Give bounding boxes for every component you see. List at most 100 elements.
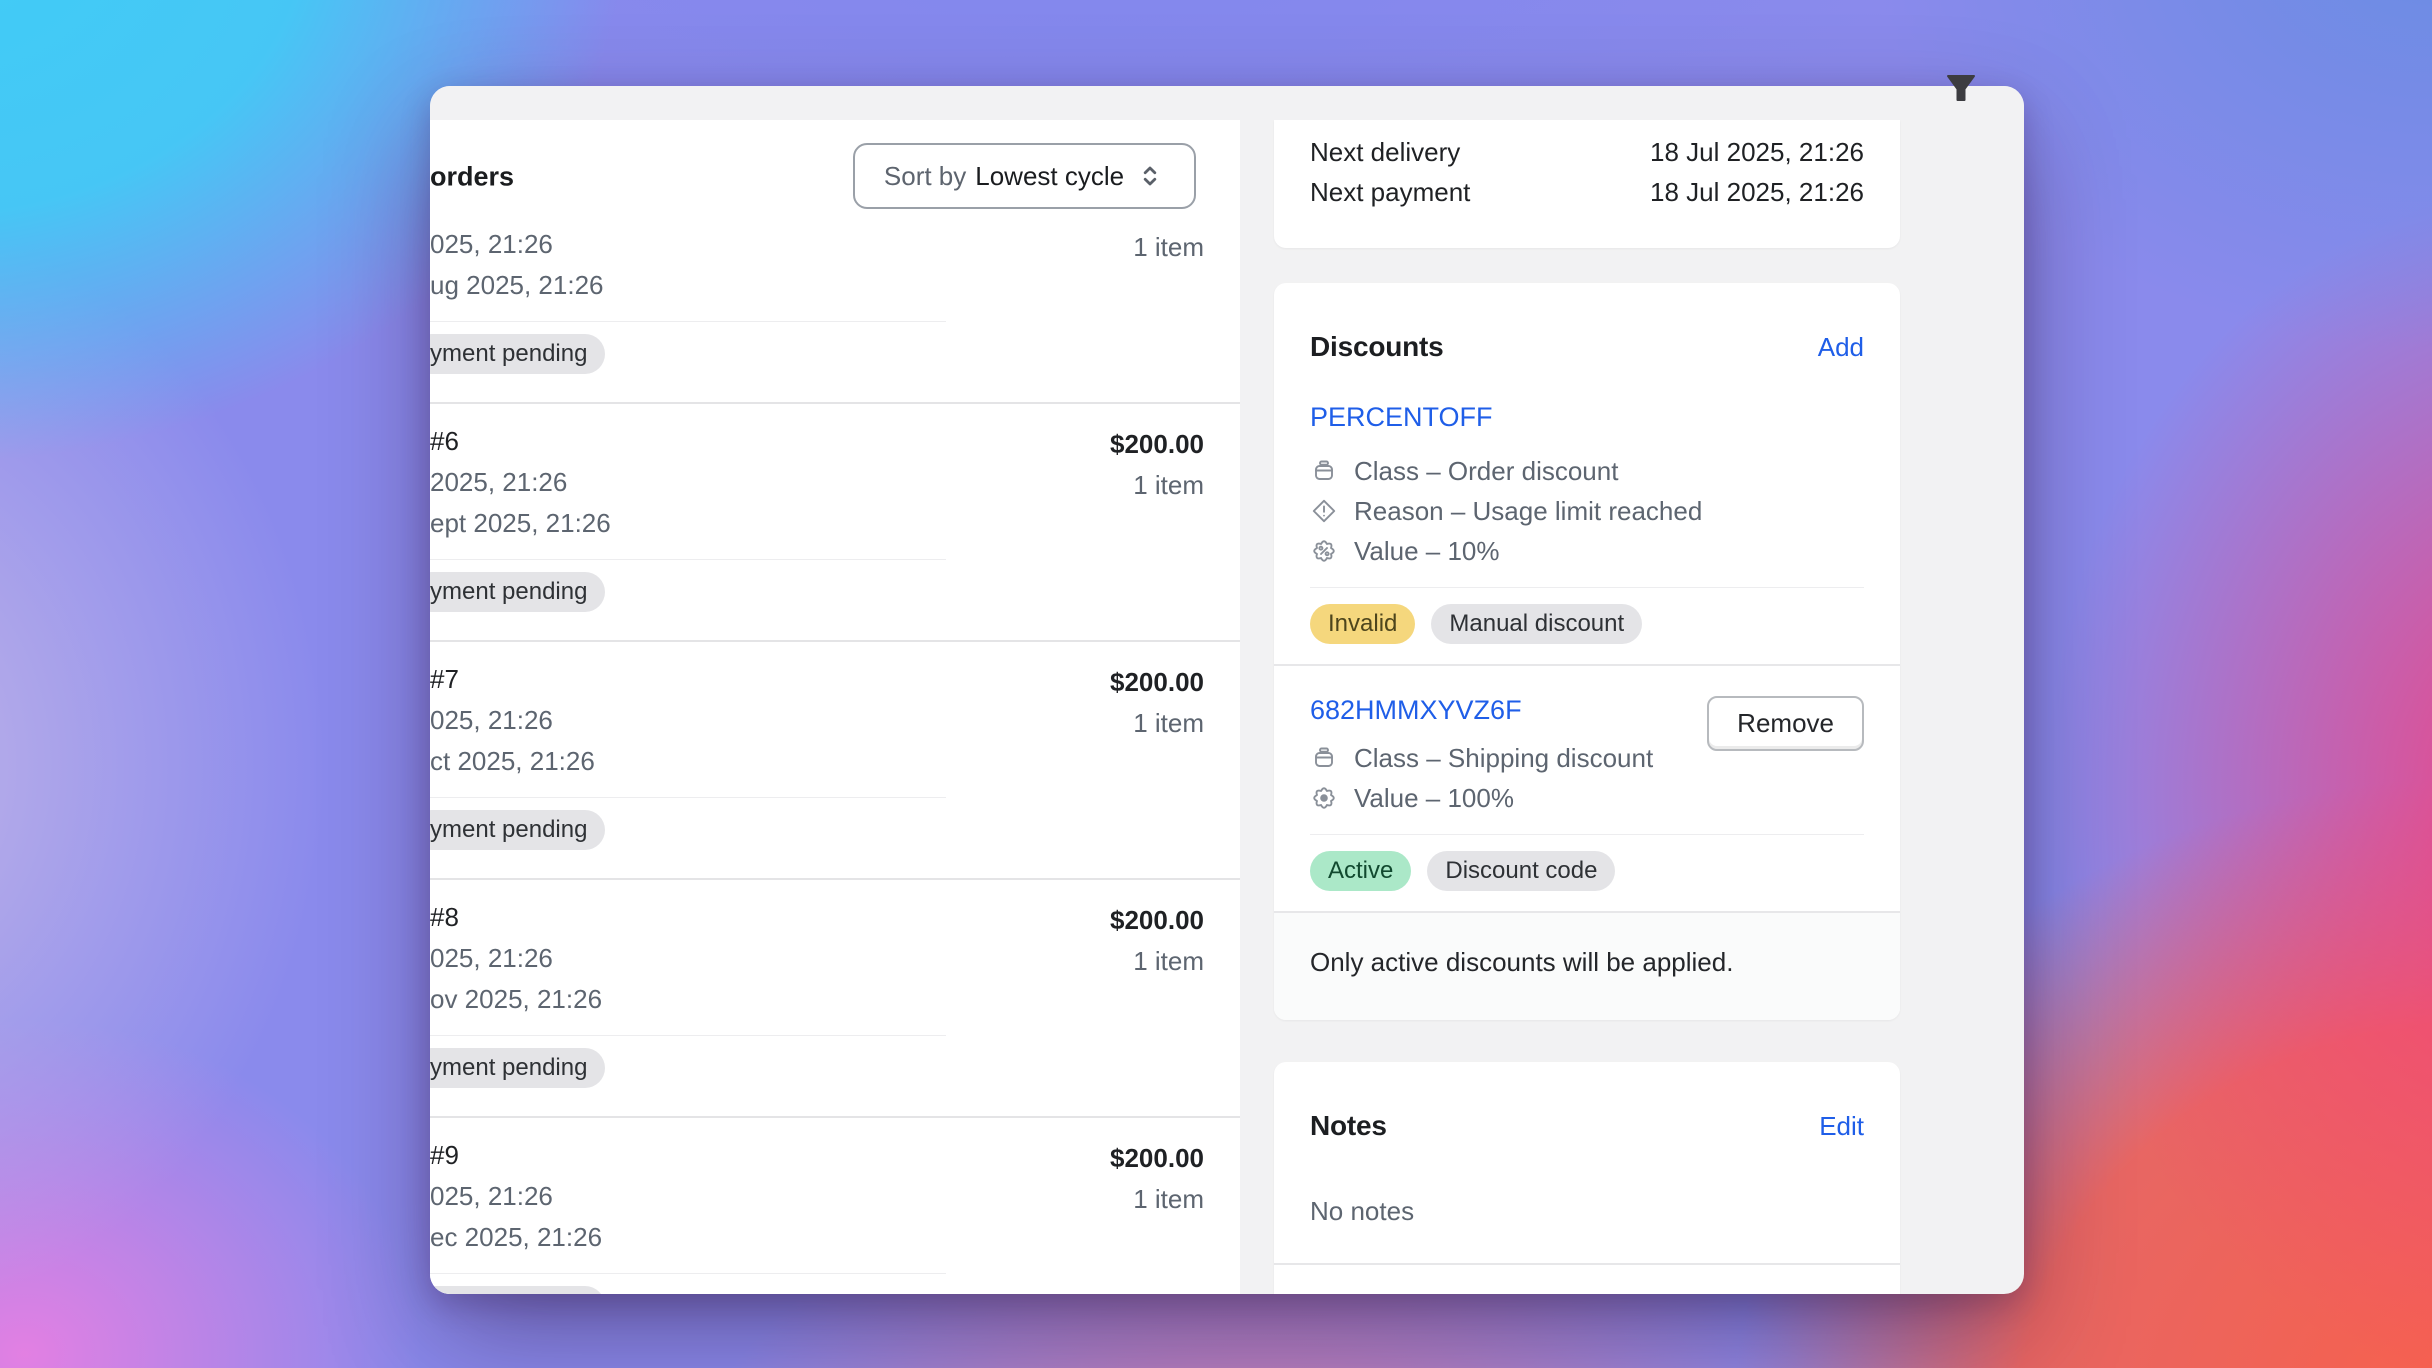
orders-panel-header: orders Sort by Lowest cycle [430, 120, 1240, 225]
payment-status-badge: yment pending [430, 810, 606, 850]
order-number: #6 [430, 426, 459, 456]
status-badge: Active [1310, 851, 1412, 891]
order-row-divider [430, 1273, 946, 1274]
order-row[interactable]: #6 2025, 21:26 ept 2025, 21:26 $200.00 1… [430, 404, 1240, 642]
discount-badges: Invalid Manual discount [1310, 604, 1864, 644]
order-amount: $200.00 [1110, 1143, 1204, 1173]
order-row[interactable]: #7 025, 21:26 ct 2025, 21:26 $200.00 1 i… [430, 642, 1240, 880]
discount-detail-text: Class – Order discount [1354, 455, 1619, 486]
order-amount: $200.00 [1110, 429, 1204, 459]
order-item-count: 1 item [1133, 1184, 1204, 1214]
discounts-footer: Only active discounts will be applied. [1274, 911, 1900, 1020]
order-date-2: ug 2025, 21:26 [430, 270, 604, 300]
order-row-divider [430, 559, 946, 560]
order-date-1: 025, 21:26 [430, 1181, 553, 1211]
order-row[interactable]: 025, 21:26 ug 2025, 21:26 1 item yment p… [430, 225, 1240, 404]
payment-status-badge: yment pending [430, 572, 606, 612]
order-item-count: 1 item [1133, 708, 1204, 738]
add-discount-link[interactable]: Add [1817, 331, 1864, 362]
edit-notes-link[interactable]: Edit [1819, 1110, 1864, 1141]
order-row[interactable]: #9 025, 21:26 ec 2025, 21:26 $200.00 1 i… [430, 1118, 1240, 1294]
schedule-value: 18 Jul 2025, 21:26 [1650, 136, 1864, 167]
notes-title: Notes [1310, 1110, 1387, 1141]
orders-panel-title: orders [430, 161, 515, 192]
payment-status-badge: yment pending [430, 1048, 606, 1088]
discount-detail-row: Class – Shipping discount [1310, 738, 1864, 778]
order-row-divider [430, 321, 946, 322]
discount-detail-row: Value – 100% [1310, 778, 1864, 818]
discounts-footer-text: Only active discounts will be applied. [1310, 947, 1734, 977]
right-sidebar: Next delivery 18 Jul 2025, 21:26 Next pa… [1274, 120, 1900, 1294]
discount-inset-divider [1310, 834, 1864, 835]
payment-status-badge: yment pending [430, 1286, 606, 1294]
discount-entry-divider [1274, 664, 1900, 666]
schedule-value: 18 Jul 2025, 21:26 [1650, 176, 1864, 207]
order-row-divider [430, 1035, 946, 1036]
notes-divider [1274, 1263, 1900, 1265]
discount-code-link[interactable]: 682HMMXYVZ6F [1310, 695, 1522, 725]
payment-status-badge: yment pending [430, 334, 606, 374]
orders-panel: orders Sort by Lowest cycle 025, 21:26 u… [430, 120, 1240, 1294]
order-item-count: 1 item [1133, 232, 1204, 262]
status-badge: Discount code [1427, 851, 1616, 891]
remove-discount-button[interactable]: Remove [1707, 696, 1864, 751]
category-icon [1315, 747, 1333, 767]
order-number: #8 [430, 902, 459, 932]
order-date-2: ec 2025, 21:26 [430, 1222, 603, 1252]
schedule-label: Next payment [1310, 176, 1471, 207]
order-row-divider [430, 797, 946, 798]
sort-by-select[interactable]: Sort by Lowest cycle [853, 143, 1196, 209]
schedule-label: Next delivery [1310, 136, 1461, 167]
order-date-2: ct 2025, 21:26 [430, 746, 595, 776]
discount-detail-text: Value – 10% [1354, 535, 1500, 566]
notes-card: Notes Edit No notes [1274, 1062, 1900, 1294]
order-date-1: 2025, 21:26 [430, 467, 568, 497]
discount-detail-text: Reason – Usage limit reached [1354, 495, 1703, 526]
discount-percent-icon [1313, 540, 1335, 562]
app-window: orders Sort by Lowest cycle 025, 21:26 u… [430, 86, 2024, 1294]
order-date-1: 025, 21:26 [430, 705, 553, 735]
discount-seal-icon [1313, 787, 1335, 809]
discount-inset-divider [1310, 587, 1864, 588]
order-date-1: 025, 21:26 [430, 229, 553, 259]
discounts-title: Discounts [1310, 331, 1444, 362]
sort-by-label: Sort by [883, 160, 967, 191]
discount-detail-text: Class – Shipping discount [1354, 742, 1654, 773]
discount-badges: Active Discount code [1310, 851, 1864, 891]
schedule-row: Next payment 18 Jul 2025, 21:26 [1310, 172, 1864, 212]
status-badge: Manual discount [1431, 604, 1643, 644]
order-item-count: 1 item [1133, 946, 1204, 976]
discount-entry: 682HMMXYVZ6F Remove Class – Shipping dis… [1274, 664, 1900, 891]
select-chevrons-icon [1143, 166, 1157, 186]
discounts-card: Discounts Add PERCENTOFF Class – Order d… [1274, 283, 1900, 1020]
discount-details: Class – Order discount Reason – Usage li… [1310, 451, 1864, 571]
alert-diamond-icon [1312, 499, 1336, 523]
discounts-card-header: Discounts Add [1310, 283, 1864, 369]
notes-body: No notes [1310, 1196, 1415, 1226]
window-titlebar [430, 86, 2024, 120]
order-number: #9 [430, 1140, 459, 1170]
pointer-cursor [1947, 75, 1975, 101]
schedule-card: Next delivery 18 Jul 2025, 21:26 Next pa… [1274, 120, 1900, 248]
discount-detail-row: Value – 10% [1310, 531, 1864, 571]
order-date-1: 025, 21:26 [430, 943, 553, 973]
order-date-2: ept 2025, 21:26 [430, 508, 611, 538]
orders-list: 025, 21:26 ug 2025, 21:26 1 item yment p… [430, 225, 1240, 1294]
discount-detail-row: Class – Order discount [1310, 451, 1864, 491]
order-number: #7 [430, 664, 459, 694]
discount-details: Class – Shipping discount Value – 100% [1310, 738, 1864, 818]
window-content: orders Sort by Lowest cycle 025, 21:26 u… [430, 120, 2024, 1294]
notes-card-header: Notes Edit [1310, 1062, 1864, 1148]
order-date-2: ov 2025, 21:26 [430, 984, 603, 1014]
status-badge: Invalid [1310, 604, 1416, 644]
discount-detail-text: Value – 100% [1354, 782, 1514, 813]
schedule-row: Next delivery 18 Jul 2025, 21:26 [1310, 132, 1864, 172]
discount-entry: PERCENTOFF Class – Order discount Reason… [1310, 397, 1864, 644]
order-item-count: 1 item [1133, 470, 1204, 500]
order-row[interactable]: #8 025, 21:26 ov 2025, 21:26 $200.00 1 i… [430, 880, 1240, 1118]
category-icon [1315, 460, 1333, 480]
discount-code-link[interactable]: PERCENTOFF [1310, 402, 1493, 432]
order-amount: $200.00 [1110, 905, 1204, 935]
discount-detail-row: Reason – Usage limit reached [1310, 491, 1864, 531]
